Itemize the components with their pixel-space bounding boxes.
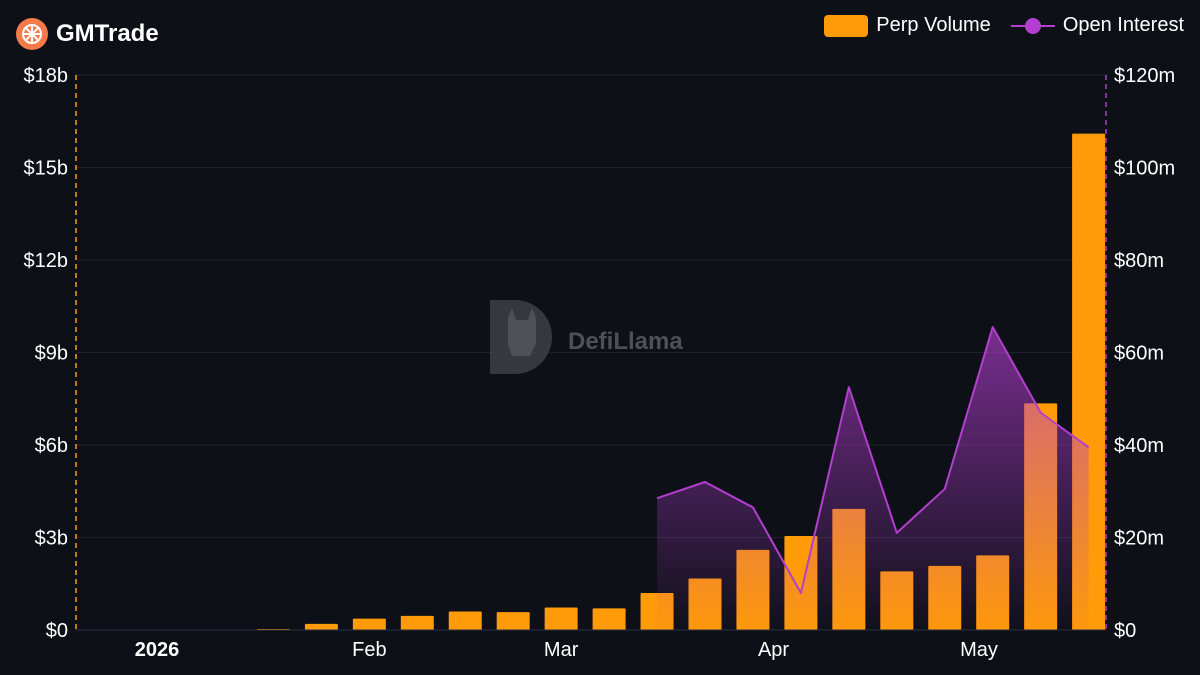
y-left-tick-label: $18b bbox=[24, 65, 69, 87]
legend-label-open-interest: Open Interest bbox=[1062, 14, 1184, 36]
volume-bar bbox=[592, 608, 626, 630]
y-left-tick-label: $12b bbox=[24, 250, 69, 272]
x-tick-label: May bbox=[960, 639, 998, 661]
open-interest-line bbox=[656, 326, 1090, 594]
open-interest-series bbox=[656, 326, 1090, 630]
volume-bar bbox=[304, 623, 338, 630]
legend-item-open-interest[interactable]: Open Interest bbox=[1010, 14, 1184, 37]
x-tick-label: 2026 bbox=[135, 639, 180, 661]
y-left-tick-label: $15b bbox=[24, 158, 69, 180]
y-right-tick-label: $40m bbox=[1114, 435, 1164, 457]
volume-bar bbox=[352, 618, 386, 630]
legend-item-volume[interactable]: Perp Volume bbox=[824, 14, 991, 37]
brand-name: GMTrade bbox=[56, 20, 159, 47]
y-right-tick-label: $80m bbox=[1114, 250, 1164, 272]
orange-slice-icon bbox=[16, 18, 48, 50]
y-axis-left: $0 $3b $6b $9b $12b $15b $18b bbox=[24, 65, 69, 642]
legend-label-volume: Perp Volume bbox=[876, 14, 991, 36]
x-tick-label: Apr bbox=[758, 639, 789, 661]
y-right-tick-label: $100m bbox=[1114, 158, 1175, 180]
watermark-text: DefiLlama bbox=[568, 328, 683, 355]
volume-swatch bbox=[824, 14, 869, 37]
watermark: DefiLlama bbox=[490, 300, 683, 374]
volume-bar bbox=[544, 607, 578, 630]
volume-bar bbox=[496, 612, 530, 630]
y-axis-right: $0 $20m $40m $60m $80m $100m $120m bbox=[1114, 65, 1175, 642]
y-left-tick-label: $6b bbox=[35, 435, 68, 457]
open-interest-area bbox=[657, 327, 1089, 630]
x-axis: 2026 Feb Mar Apr May bbox=[135, 639, 998, 661]
chart-legend[interactable]: Perp Volume Open Interest bbox=[824, 14, 1184, 37]
axes bbox=[75, 75, 1107, 631]
y-right-tick-label: $20m bbox=[1114, 528, 1164, 550]
volume-bar bbox=[448, 611, 482, 630]
y-left-tick-label: $9b bbox=[35, 343, 68, 365]
y-right-tick-label: $120m bbox=[1114, 65, 1175, 87]
y-right-tick-label: $60m bbox=[1114, 343, 1164, 365]
x-tick-label: Feb bbox=[352, 639, 386, 661]
y-left-tick-label: $0 bbox=[46, 620, 68, 642]
x-tick-label: Mar bbox=[544, 639, 579, 661]
y-left-tick-label: $3b bbox=[35, 528, 68, 550]
open-interest-swatch bbox=[1010, 15, 1055, 37]
volume-bar bbox=[400, 615, 434, 630]
chart-header: GMTrade bbox=[16, 16, 159, 52]
y-right-tick-label: $0 bbox=[1114, 620, 1136, 642]
